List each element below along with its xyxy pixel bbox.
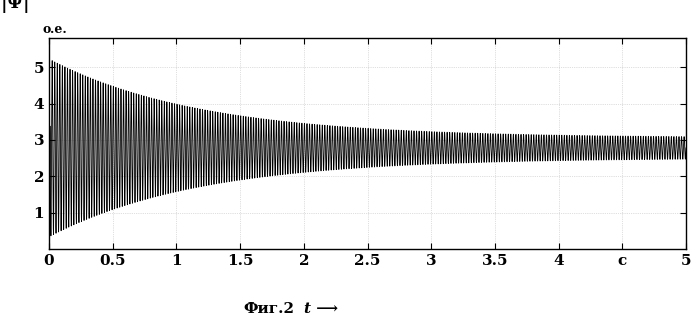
Text: Фиг.2: Фиг.2 <box>243 302 294 316</box>
Text: t ⟶: t ⟶ <box>304 302 339 316</box>
Text: |Ψ|: |Ψ| <box>1 0 30 13</box>
Text: o.e.: o.e. <box>42 23 66 35</box>
